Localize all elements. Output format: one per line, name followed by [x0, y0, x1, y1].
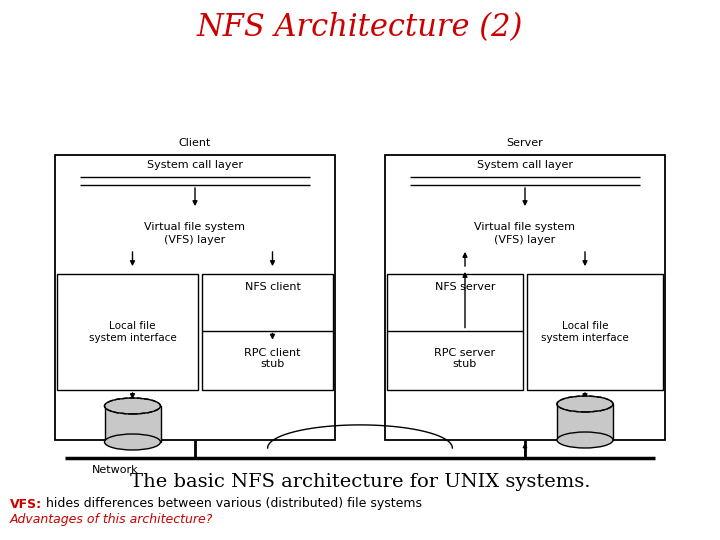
Text: Advantages of this architecture?: Advantages of this architecture? [10, 514, 213, 526]
Text: VFS:: VFS: [10, 497, 42, 510]
Text: Local file
system interface: Local file system interface [89, 321, 176, 343]
FancyBboxPatch shape [104, 406, 161, 442]
Bar [387, 274, 523, 390]
Text: Client: Client [179, 138, 211, 148]
Text: Virtual file system: Virtual file system [474, 222, 575, 232]
Text: NFS client: NFS client [245, 282, 300, 292]
Ellipse shape [104, 434, 161, 450]
Text: NFS server: NFS server [435, 282, 495, 292]
Text: System call layer: System call layer [477, 160, 573, 170]
Text: NFS Architecture (2): NFS Architecture (2) [197, 12, 523, 44]
Text: Virtual file system: Virtual file system [145, 222, 246, 232]
Text: hides differences between various (distributed) file systems: hides differences between various (distr… [42, 497, 422, 510]
Text: Server: Server [507, 138, 544, 148]
Ellipse shape [557, 432, 613, 448]
Text: Network: Network [91, 465, 138, 475]
Ellipse shape [104, 398, 161, 414]
Bar [527, 274, 663, 390]
Text: Local file
system interface: Local file system interface [541, 321, 629, 343]
Text: (VFS) layer: (VFS) layer [495, 235, 556, 245]
Ellipse shape [557, 396, 613, 412]
Text: (VFS) layer: (VFS) layer [164, 235, 225, 245]
Text: RPC client
stub: RPC client stub [244, 348, 301, 369]
Text: System call layer: System call layer [147, 160, 243, 170]
Bar [385, 155, 665, 440]
Bar [57, 274, 198, 390]
FancyBboxPatch shape [557, 404, 613, 440]
Bar [202, 274, 333, 390]
Bar [55, 155, 335, 440]
Text: RPC server
stub: RPC server stub [434, 348, 495, 369]
Text: The basic NFS architecture for UNIX systems.: The basic NFS architecture for UNIX syst… [130, 473, 590, 491]
